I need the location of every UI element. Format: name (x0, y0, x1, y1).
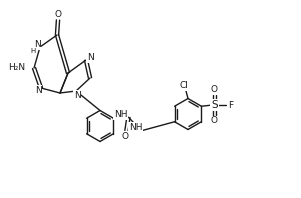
Text: N: N (35, 86, 41, 95)
Text: O: O (211, 85, 218, 94)
Text: NH: NH (114, 110, 127, 119)
Text: S: S (211, 100, 218, 110)
Text: NH: NH (129, 123, 142, 132)
Text: O: O (211, 116, 218, 125)
Text: F: F (228, 101, 233, 110)
Text: N: N (34, 40, 40, 49)
Text: O: O (54, 10, 61, 18)
Text: N: N (87, 53, 93, 62)
Text: N: N (74, 90, 80, 100)
Text: Cl: Cl (180, 82, 188, 90)
Text: H₂N: H₂N (8, 63, 25, 71)
Text: O: O (122, 132, 129, 141)
Text: H: H (30, 48, 35, 54)
